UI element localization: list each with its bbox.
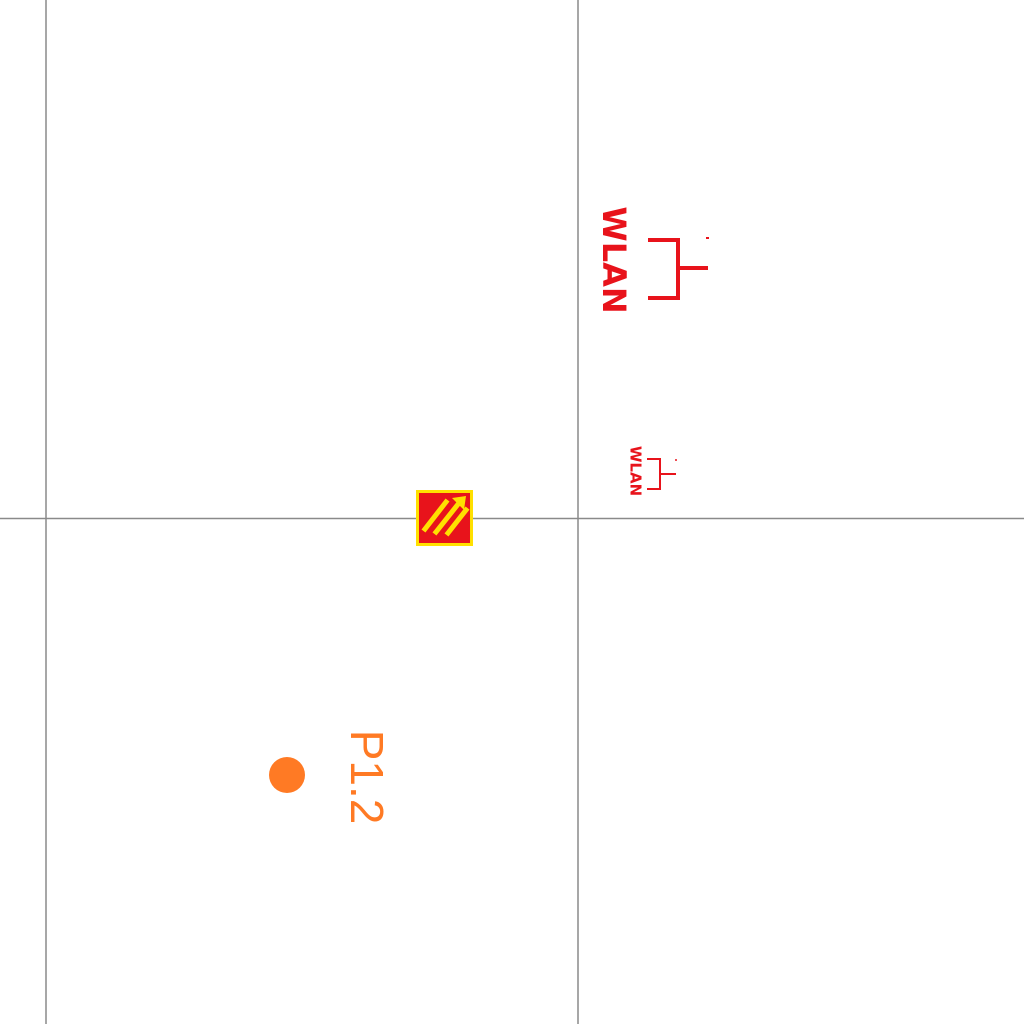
filled-circle-icon [269, 757, 305, 793]
point-p1-2[interactable]: P1.2 [269, 730, 393, 825]
wlan-label-small: WLAN [627, 446, 645, 496]
wlan-access-point-icon [648, 237, 709, 300]
striped-hazard-marker-icon [416, 490, 473, 546]
wlan-access-point-large[interactable]: WLAN [595, 206, 709, 314]
wlan-label-large: WLAN [595, 206, 633, 313]
wlan-access-point-small[interactable]: WLAN [627, 446, 678, 496]
point-label: P1.2 [341, 730, 393, 825]
wlan-access-point-icon [647, 458, 677, 490]
striped-hazard-marker[interactable] [416, 490, 473, 546]
